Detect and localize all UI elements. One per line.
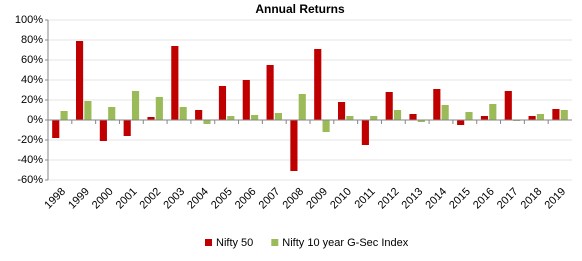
x-tick-label: 2003 — [161, 186, 187, 212]
x-tick-label: 2008 — [280, 186, 306, 212]
bar — [242, 80, 250, 120]
bar — [314, 49, 322, 120]
bar — [480, 116, 489, 120]
legend-swatch — [205, 239, 212, 246]
bar — [385, 92, 393, 120]
x-tick-label: 1998 — [42, 186, 68, 212]
x-tick-label: 2015 — [447, 186, 473, 212]
x-tick-label: 2012 — [376, 186, 402, 212]
bar — [465, 112, 473, 120]
x-tick-label: 2011 — [353, 186, 378, 211]
y-tick-label: -20% — [17, 134, 43, 146]
bar — [52, 120, 60, 138]
x-tick-label: 2002 — [138, 186, 164, 212]
bar — [290, 120, 298, 171]
chart-title: Annual Returns — [255, 2, 345, 16]
bar — [218, 86, 227, 120]
bar — [155, 97, 163, 120]
x-tick-label: 2013 — [400, 186, 426, 212]
x-tick-label: 2016 — [471, 186, 497, 212]
x-tick-label: 2006 — [233, 186, 259, 212]
bar — [536, 114, 545, 120]
bar — [370, 116, 378, 120]
bar — [147, 117, 155, 120]
x-tick-label: 2009 — [304, 186, 330, 212]
bar — [108, 107, 116, 120]
bar — [266, 65, 274, 120]
x-tick-label: 2004 — [185, 186, 211, 212]
legend-label: Nifty 50 — [216, 237, 253, 249]
bar — [322, 120, 330, 132]
bar — [251, 115, 259, 120]
bar — [560, 110, 568, 120]
x-tick-label: 2017 — [495, 186, 521, 212]
bar — [489, 104, 497, 120]
x-tick-label: 2005 — [209, 186, 235, 212]
bar — [417, 120, 425, 122]
bar — [337, 102, 346, 120]
x-tick-label: 2000 — [90, 186, 116, 212]
bar — [75, 41, 84, 120]
bar — [433, 89, 441, 120]
legend-label: Nifty 10 year G-Sec Index — [282, 237, 408, 249]
x-tick-label: 2010 — [328, 186, 354, 212]
bar — [441, 105, 449, 120]
x-tick-label: 2019 — [542, 186, 568, 212]
y-tick-label: 0% — [27, 114, 43, 126]
x-tick-label: 2014 — [423, 186, 449, 212]
bar — [409, 114, 417, 120]
y-tick-label: -40% — [17, 154, 43, 166]
bar — [504, 91, 512, 120]
y-tick-label: 100% — [15, 14, 43, 26]
bar — [84, 101, 92, 120]
bar — [99, 120, 107, 141]
y-tick-label: 80% — [21, 34, 43, 46]
bar — [171, 46, 179, 120]
y-tick-label: -60% — [17, 174, 43, 186]
bar — [203, 120, 211, 124]
bar — [393, 110, 402, 120]
x-tick-label: 2007 — [257, 186, 283, 212]
x-tick-label: 2018 — [519, 186, 545, 212]
legend-swatch — [271, 239, 279, 246]
bar — [457, 120, 465, 125]
bar — [361, 120, 369, 145]
x-tick-label: 1999 — [66, 186, 92, 212]
bar — [298, 94, 306, 120]
bar — [179, 107, 187, 120]
y-tick-label: 60% — [21, 54, 43, 66]
bar — [123, 120, 131, 136]
bar — [528, 116, 536, 120]
bar — [227, 116, 235, 120]
bar — [60, 111, 68, 120]
bar — [274, 113, 283, 120]
x-tick-label: 2001 — [114, 186, 140, 212]
y-tick-label: 40% — [21, 74, 43, 86]
y-tick-label: 20% — [21, 94, 43, 106]
bar — [552, 109, 560, 120]
bar — [131, 91, 140, 120]
bar — [346, 116, 354, 120]
bar — [195, 110, 203, 120]
